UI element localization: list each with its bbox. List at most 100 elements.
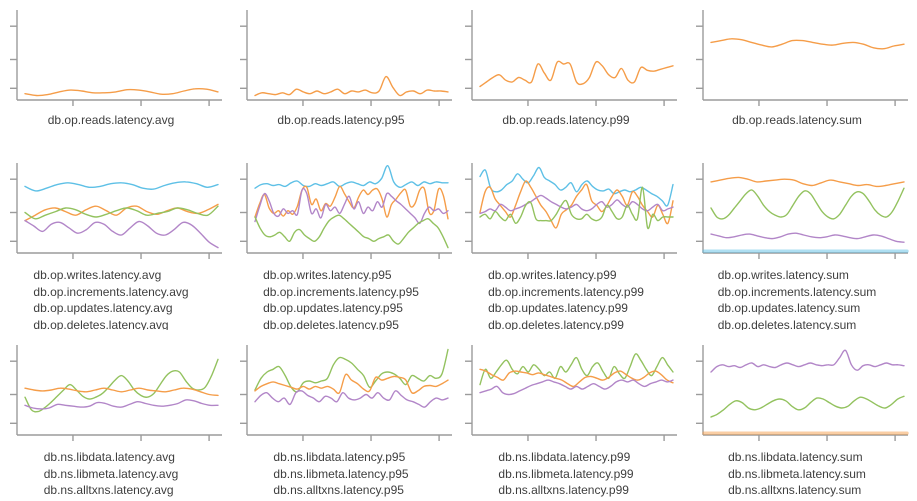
chart-label-block: db.op.reads.latency.sum — [732, 112, 862, 129]
series-line-green — [24, 358, 219, 413]
chart-cell: db.op.writes.latency.sum db.op.increments… — [686, 145, 917, 330]
line-chart — [240, 163, 452, 259]
chart-label-block: db.ns.libdata.latency.p95 db.ns.libmeta.l… — [273, 449, 408, 499]
series-line-orange — [710, 38, 905, 50]
chart-label-block: db.op.writes.latency.sum db.op.increments… — [718, 267, 877, 330]
series-line-green — [254, 214, 449, 249]
series-line-purple — [479, 379, 674, 396]
series-line-purple — [710, 232, 905, 243]
chart-cell: db.op.writes.latency.avg db.op.increments… — [0, 145, 230, 330]
chart-labels: db.op.writes.latency.sum db.op.increments… — [686, 267, 908, 330]
series-line-purple — [24, 399, 219, 410]
chart-label: db.op.increments.latency.p95 — [263, 284, 419, 299]
line-chart — [696, 10, 908, 106]
series-line-blue — [254, 165, 449, 189]
line-chart — [465, 163, 677, 259]
series-line-green — [710, 187, 905, 220]
chart-labels: db.ns.libdata.latency.p99 db.ns.libmeta.l… — [455, 449, 677, 499]
chart-label: db.op.updates.latency.sum — [717, 301, 861, 315]
series-line-orange — [710, 176, 905, 188]
chart-label: db.op.deletes.latency.avg — [33, 317, 169, 331]
chart-label: db.op.writes.latency.p95 — [263, 268, 392, 282]
chart-cell: db.op.reads.latency.sum — [686, 0, 917, 145]
line-chart — [10, 10, 222, 106]
chart-label: db.op.increments.latency.sum — [717, 284, 877, 299]
chart-label-block: db.op.writes.latency.avg db.op.increments… — [33, 267, 188, 330]
chart-label: db.ns.libdata.latency.p95 — [273, 450, 406, 464]
chart-cell: db.op.reads.latency.p99 — [455, 0, 686, 145]
series-line-purple — [254, 390, 449, 408]
chart-label: db.ns.alltxns.latency.p99 — [498, 483, 629, 497]
chart-label-block: db.op.reads.latency.p99 — [502, 112, 629, 129]
series-line-orange — [24, 387, 219, 397]
chart-labels: db.op.reads.latency.p95 — [230, 111, 452, 129]
series-line-orange — [479, 180, 674, 229]
chart-label: db.op.updates.latency.p99 — [488, 301, 628, 315]
chart-labels: db.ns.libdata.latency.sum db.ns.libmeta.l… — [686, 449, 908, 499]
chart-label: db.op.writes.latency.p99 — [488, 268, 617, 282]
chart-label: db.ns.libdata.latency.sum — [728, 450, 863, 464]
chart-label: db.op.reads.latency.p95 — [277, 113, 405, 127]
chart-label: db.ns.libmeta.latency.sum — [728, 466, 866, 481]
chart-labels: db.op.reads.latency.avg — [0, 111, 222, 129]
chart-cell: db.ns.libdata.latency.avg db.ns.libmeta.l… — [0, 330, 230, 501]
chart-cell: db.op.writes.latency.p99 db.op.increments… — [455, 145, 686, 330]
chart-label-block: db.ns.libdata.latency.p99 db.ns.libmeta.l… — [498, 449, 633, 499]
chart-label: db.op.reads.latency.avg — [47, 113, 175, 127]
chart-cell: db.op.writes.latency.p95 db.op.increments… — [230, 145, 455, 330]
chart-labels: db.op.writes.latency.p95 db.op.increments… — [230, 267, 452, 330]
series-line-purple — [710, 349, 905, 373]
line-chart — [240, 345, 452, 441]
series-line-orange — [479, 60, 674, 88]
chart-label-block: db.op.reads.latency.avg — [48, 112, 175, 129]
line-chart — [696, 163, 909, 259]
chart-label-block: db.op.writes.latency.p95 db.op.increments… — [263, 267, 419, 330]
series-line-purple — [24, 219, 219, 249]
series-line-green — [479, 186, 674, 230]
series-line-blue — [24, 181, 219, 192]
series-line-orange — [479, 368, 674, 388]
chart-labels: db.op.reads.latency.p99 — [455, 111, 677, 129]
series-line-orange — [24, 87, 219, 97]
chart-label: db.op.deletes.latency.p95 — [263, 317, 399, 331]
series-line-orange — [254, 185, 449, 220]
chart-label: db.ns.alltxns.latency.avg — [43, 483, 174, 497]
chart-label: db.ns.libdata.latency.avg — [43, 450, 175, 464]
chart-cell: db.op.reads.latency.p95 — [230, 0, 455, 145]
chart-cell: db.ns.libdata.latency.sum db.ns.libmeta.l… — [686, 330, 917, 501]
chart-label-block: db.op.writes.latency.p99 db.op.increments… — [488, 267, 644, 330]
line-chart — [465, 10, 677, 106]
series-line-purple — [254, 187, 449, 225]
chart-label: db.op.writes.latency.sum — [717, 268, 849, 282]
line-chart — [10, 345, 222, 441]
chart-labels: db.ns.libdata.latency.avg db.ns.libmeta.l… — [0, 449, 222, 499]
series-line-green — [254, 348, 449, 393]
chart-label: db.ns.libmeta.latency.p99 — [498, 466, 634, 481]
chart-label: db.op.updates.latency.avg — [33, 301, 173, 315]
chart-cell: db.op.reads.latency.avg — [0, 0, 230, 145]
line-chart — [240, 10, 452, 106]
chart-labels: db.op.reads.latency.sum — [686, 111, 908, 129]
line-chart — [10, 163, 222, 259]
chart-label: db.op.reads.latency.p99 — [502, 113, 630, 127]
line-chart — [465, 345, 677, 441]
chart-labels: db.op.writes.latency.avg db.op.increments… — [0, 267, 222, 330]
series-line-orange — [254, 75, 449, 97]
series-line-green — [710, 395, 905, 418]
line-chart — [696, 345, 909, 441]
chart-label: db.op.increments.latency.avg — [33, 284, 189, 299]
chart-cell: db.ns.libdata.latency.p95 db.ns.libmeta.l… — [230, 330, 455, 501]
series-line-orange — [254, 373, 449, 395]
chart-label: db.op.reads.latency.sum — [732, 113, 862, 127]
chart-label-block: db.op.reads.latency.p95 — [277, 112, 404, 129]
chart-label: db.op.writes.latency.avg — [33, 268, 162, 282]
series-line-orange — [24, 203, 219, 222]
chart-cell: db.ns.libdata.latency.p99 db.ns.libmeta.l… — [455, 330, 686, 501]
chart-label-block: db.ns.libdata.latency.sum db.ns.libmeta.l… — [728, 449, 866, 499]
chart-label: db.ns.alltxns.latency.sum — [728, 483, 862, 497]
chart-label: db.ns.alltxns.latency.p95 — [273, 483, 404, 497]
series-line-green — [479, 353, 674, 386]
chart-label: db.ns.libdata.latency.p99 — [498, 450, 631, 464]
chart-label: db.ns.libmeta.latency.p95 — [273, 466, 409, 481]
